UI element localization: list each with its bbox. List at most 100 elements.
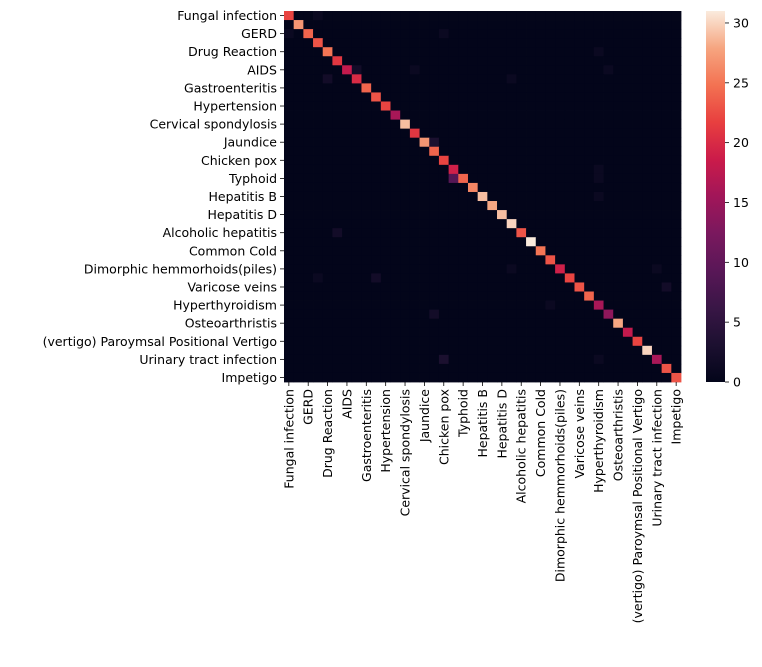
heatmap-cell <box>506 336 517 347</box>
heatmap-cell <box>361 38 372 48</box>
heatmap-cell <box>613 182 624 193</box>
heatmap-cell <box>467 92 479 102</box>
heatmap-cell <box>584 173 595 184</box>
heatmap-cell <box>390 291 401 301</box>
heatmap-cell <box>429 155 440 166</box>
heatmap-cell <box>429 309 440 320</box>
heatmap-cell <box>661 255 672 265</box>
heatmap-cell <box>661 273 672 283</box>
heatmap-cell <box>390 191 401 202</box>
heatmap-cell <box>526 255 537 265</box>
heatmap-cell <box>409 56 420 66</box>
heatmap-cell <box>313 155 324 166</box>
heatmap-cell <box>593 56 604 66</box>
heatmap-cell <box>332 20 343 30</box>
heatmap-cell <box>371 336 382 347</box>
heatmap-cell <box>293 146 304 157</box>
heatmap-cell <box>651 56 663 66</box>
heatmap-cell <box>632 309 643 320</box>
heatmap-cell <box>506 372 517 383</box>
heatmap-cell <box>661 146 672 157</box>
heatmap-cell <box>361 20 372 30</box>
heatmap-cell <box>487 11 498 21</box>
heatmap-cell <box>632 29 643 39</box>
heatmap-cell <box>361 146 372 157</box>
heatmap-cell <box>322 210 333 220</box>
x-tick-label: Hepatitis D <box>494 389 509 459</box>
heatmap-cell <box>555 282 566 292</box>
heatmap-cell <box>438 182 450 193</box>
heatmap-cell <box>313 210 324 220</box>
heatmap-cell <box>535 201 546 211</box>
heatmap-cell <box>516 363 527 374</box>
heatmap-cell <box>400 182 411 193</box>
heatmap-cell <box>642 191 653 202</box>
heatmap-cell <box>622 264 633 274</box>
heatmap-cell <box>487 282 498 292</box>
heatmap-cell <box>400 65 411 75</box>
heatmap-cell <box>526 246 537 256</box>
heatmap-cell <box>535 372 546 383</box>
heatmap-cell <box>487 164 498 175</box>
heatmap-cell <box>506 110 517 120</box>
heatmap-cell <box>535 282 546 292</box>
heatmap-cell <box>671 237 682 247</box>
heatmap-cell <box>429 83 440 93</box>
heatmap-cell <box>361 155 372 166</box>
heatmap-cell <box>322 146 333 157</box>
heatmap-cell <box>651 47 663 57</box>
heatmap-cell <box>497 182 508 193</box>
heatmap-cell <box>458 38 469 48</box>
heatmap-cell <box>497 219 508 229</box>
heatmap-cell <box>545 273 556 283</box>
heatmap-cell <box>516 273 527 283</box>
heatmap-cell <box>526 137 537 148</box>
heatmap-cell <box>632 155 643 166</box>
heatmap-cell <box>332 336 343 347</box>
heatmap-cell <box>438 300 450 311</box>
heatmap-cell <box>361 56 372 66</box>
heatmap-cell <box>458 119 469 130</box>
heatmap-cell <box>293 173 304 184</box>
heatmap-cell <box>284 318 295 329</box>
heatmap-cell <box>409 38 420 48</box>
heatmap-cell <box>661 155 672 166</box>
heatmap-cell <box>671 182 682 193</box>
heatmap-cell <box>613 146 624 157</box>
heatmap-cell <box>506 119 517 130</box>
heatmap-cell <box>516 255 527 265</box>
heatmap-cell <box>390 20 401 30</box>
heatmap-cell <box>526 309 537 320</box>
heatmap-cell <box>409 237 420 247</box>
heatmap-cell <box>622 11 633 21</box>
heatmap-cell <box>400 237 411 247</box>
heatmap-cell <box>361 246 372 256</box>
heatmap-cell <box>497 191 508 202</box>
heatmap-cell <box>526 354 537 365</box>
heatmap-cell <box>584 29 595 39</box>
heatmap-cell <box>458 155 469 166</box>
heatmap-cell <box>497 128 508 139</box>
heatmap-cell <box>390 92 401 102</box>
heatmap-cell <box>574 182 585 193</box>
heatmap-cell <box>642 20 653 30</box>
heatmap-cell <box>332 74 343 84</box>
heatmap-cell <box>458 146 469 157</box>
heatmap-cell <box>429 282 440 292</box>
heatmap-cell <box>332 182 343 193</box>
heatmap-cell <box>613 372 624 383</box>
heatmap-cell <box>487 354 498 365</box>
heatmap-cell <box>497 264 508 274</box>
heatmap-cell <box>642 282 653 292</box>
heatmap-cell <box>438 255 450 265</box>
heatmap-cell <box>593 210 604 220</box>
heatmap-cell <box>303 47 314 57</box>
heatmap-cell <box>526 182 537 193</box>
heatmap-cell <box>361 219 372 229</box>
heatmap-cell <box>651 201 663 211</box>
heatmap-cell <box>574 282 585 292</box>
heatmap-cell <box>409 11 420 21</box>
heatmap-cell <box>361 282 372 292</box>
heatmap-cell <box>303 11 314 21</box>
heatmap-cell <box>477 11 488 21</box>
